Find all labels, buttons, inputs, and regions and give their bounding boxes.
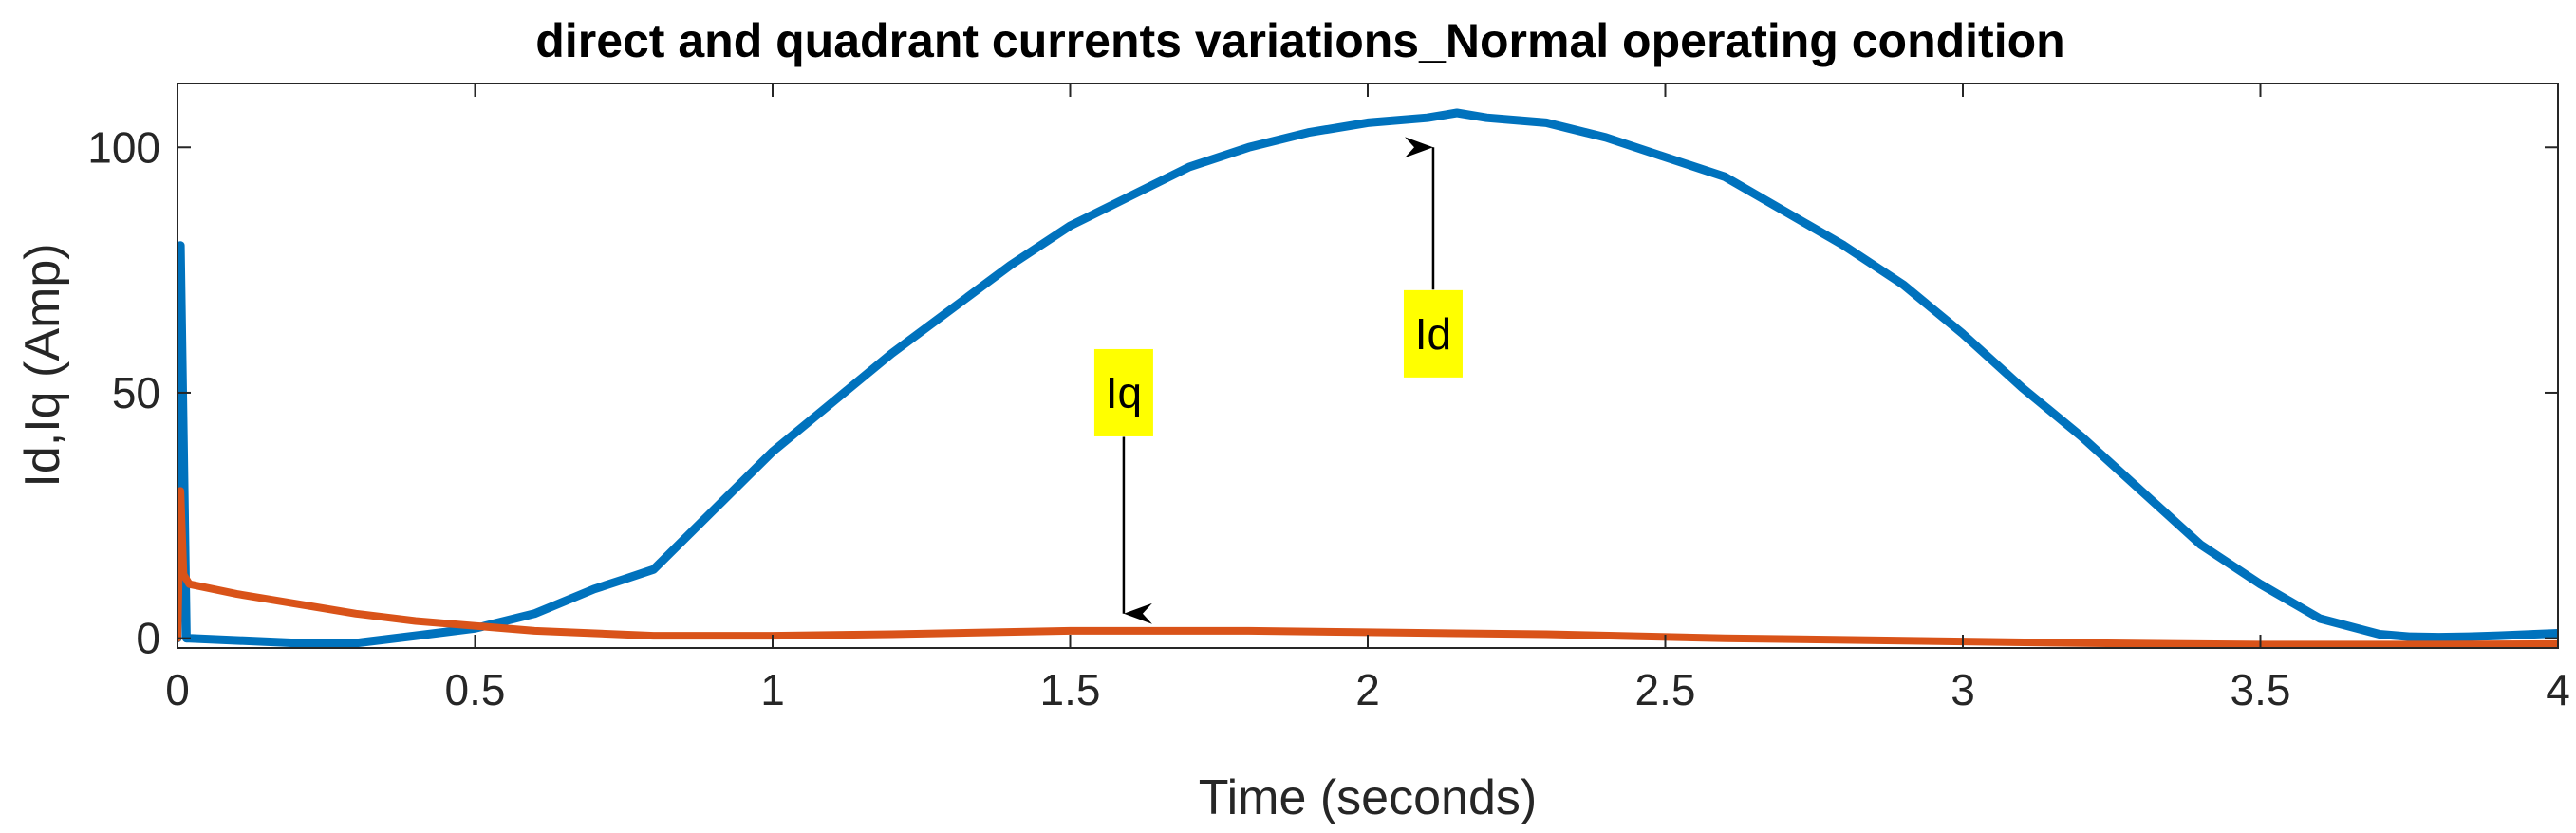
x-tick-label: 1 xyxy=(760,665,785,714)
y-tick-label: 50 xyxy=(112,368,160,417)
x-tick-label: 1.5 xyxy=(1040,665,1101,714)
axis-ticks: 0 0.5 1 1.5 2 2.5 3 3.5 4 0 50 100 xyxy=(87,83,2570,714)
annotation-box-iq xyxy=(1093,348,1153,436)
annotation-box-id xyxy=(1403,289,1463,378)
x-tick-label: 2 xyxy=(1355,665,1380,714)
y-tick-label: 0 xyxy=(136,614,160,663)
plot-box xyxy=(177,83,2558,648)
plot-area xyxy=(177,83,2558,648)
chart-title: direct and quadrant currents variations_… xyxy=(535,14,2064,67)
x-tick-label: 2.5 xyxy=(1635,665,1696,714)
x-tick-label: 0 xyxy=(165,665,190,714)
x-tick-label: 3 xyxy=(1951,665,1975,714)
y-axis-label: Id,Iq (Amp) xyxy=(15,243,70,487)
x-tick-label: 4 xyxy=(2546,665,2570,714)
x-tick-label: 3.5 xyxy=(2231,665,2291,714)
x-axis-label: Time (seconds) xyxy=(1199,770,1537,825)
annotation-label-iq: Iq xyxy=(1106,368,1142,417)
annotation-label-id: Id xyxy=(1415,309,1451,359)
x-tick-label: 0.5 xyxy=(445,665,506,714)
y-tick-label: 100 xyxy=(87,122,160,172)
annotations: Id Iq xyxy=(1093,137,1463,624)
